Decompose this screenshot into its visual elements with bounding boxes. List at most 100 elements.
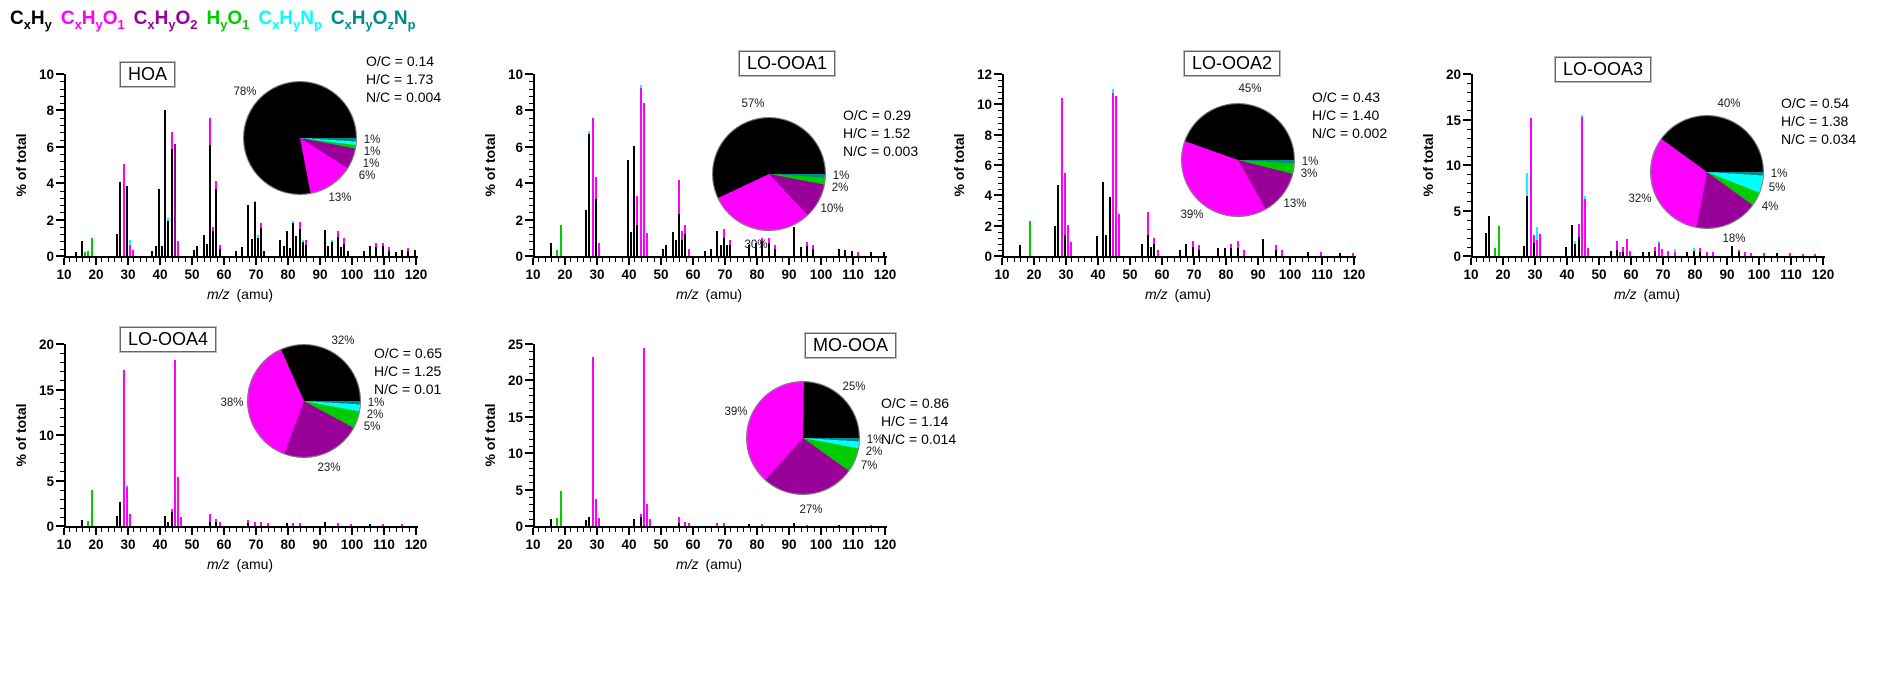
spectrum-bar xyxy=(407,250,410,256)
spectrum-bar xyxy=(1705,251,1708,256)
x-minor-tick xyxy=(1591,258,1593,262)
y-tick-label: 10 xyxy=(507,446,523,462)
spectrum-bar xyxy=(151,250,154,256)
spectrum-bar xyxy=(164,516,167,526)
x-minor-tick xyxy=(306,528,308,532)
hc-ratio: H/C = 1.40 xyxy=(1312,107,1380,124)
y-tick-label: 0 xyxy=(46,519,54,534)
spectrum-bar xyxy=(726,245,728,256)
x-minor-tick xyxy=(229,528,231,532)
x-minor-tick xyxy=(730,528,732,532)
y-minor-tick xyxy=(60,371,64,373)
spectrum-bar xyxy=(173,144,176,256)
spectrum-bar xyxy=(381,524,384,526)
spectrum-bar xyxy=(1111,88,1114,93)
x-tick-label: 50 xyxy=(184,537,200,552)
spectrum-bar xyxy=(196,246,199,256)
y-minor-tick xyxy=(60,444,64,446)
panel-LO-OOA2: 0 2 4 6 8 10 12 10 20 30 40 50 60 70 80 90 100 110 120 % of… xyxy=(946,48,1415,316)
x-major-tick xyxy=(884,528,886,535)
x-minor-tick xyxy=(88,528,90,532)
x-major-tick xyxy=(564,258,566,265)
x-major-tick xyxy=(1193,258,1195,265)
spectrum-bar xyxy=(598,243,600,256)
x-tick-label: 40 xyxy=(1559,267,1575,282)
spectrum-bar xyxy=(1339,253,1341,256)
x-major-tick xyxy=(724,258,726,265)
x-minor-tick xyxy=(1212,258,1214,262)
spectrum-bar xyxy=(1028,221,1031,256)
x-minor-tick xyxy=(1058,258,1060,262)
spectrum-bar xyxy=(1667,250,1670,256)
x-major-tick xyxy=(191,528,193,535)
x-minor-tick xyxy=(395,258,397,262)
x-minor-tick xyxy=(408,258,410,262)
pie-slice-label: 1% xyxy=(363,134,381,146)
x-major-tick xyxy=(1566,258,1568,265)
x-tick-label: 90 xyxy=(1250,267,1266,282)
panel-title: MO-OOA xyxy=(804,332,897,359)
spectrum-bar xyxy=(1648,252,1650,256)
panel-row-2: 0 5 10 15 20 10 20 30 40 50 60 70 80 90 100 110 120% of … xyxy=(8,318,956,586)
x-minor-tick xyxy=(717,258,719,262)
y-tick-label: 2 xyxy=(984,218,992,234)
x-minor-tick xyxy=(551,528,553,532)
spectrum-bar xyxy=(1532,235,1535,244)
x-minor-tick xyxy=(229,258,231,262)
spectrum-bar xyxy=(1744,252,1746,256)
spectrum-bar xyxy=(761,237,764,242)
x-minor-tick xyxy=(621,528,623,532)
spectrum-bar xyxy=(1262,239,1265,256)
x-minor-tick xyxy=(1642,258,1644,262)
y-major-tick xyxy=(1463,164,1471,166)
y-minor-tick xyxy=(60,489,64,491)
pie-chart xyxy=(244,82,356,194)
spectrum-bar xyxy=(1147,212,1149,235)
hc-ratio: H/C = 1.52 xyxy=(843,125,911,142)
y-minor-tick xyxy=(60,154,64,156)
elemental-ratios: O/C = 0.54 H/C = 1.38 N/C = 0.034 xyxy=(1781,94,1856,149)
y-minor-tick xyxy=(529,175,533,177)
x-minor-tick xyxy=(653,258,655,262)
spectrum-bar xyxy=(164,109,167,256)
spectrum-bar xyxy=(177,476,179,526)
x-minor-tick xyxy=(274,258,276,262)
spectrum-bar xyxy=(116,234,119,256)
spectrum-bar xyxy=(678,517,680,524)
x-minor-tick xyxy=(1636,258,1638,262)
spectrum-bar xyxy=(215,522,218,526)
x-tick-label: 20 xyxy=(1495,267,1511,282)
legend-item-3: CxHyO2 xyxy=(133,8,198,32)
y-minor-tick xyxy=(529,460,533,462)
spectrum-bar xyxy=(559,225,562,256)
spectrum-bar xyxy=(729,245,732,256)
spectrum-bar xyxy=(636,225,639,256)
y-minor-tick xyxy=(998,171,1002,173)
panel-HOA: 0 2 4 6 8 10 10 20 30 40 50 60 70 80 90 100 110 120 % of t… xyxy=(8,48,477,316)
spectrum-bar xyxy=(1060,98,1063,256)
x-major-tick xyxy=(63,528,65,535)
x-tick-label: 80 xyxy=(749,537,765,552)
x-minor-tick xyxy=(216,258,218,262)
y-major-tick xyxy=(525,379,533,382)
y-minor-tick xyxy=(998,152,1002,154)
spectrum-bar xyxy=(761,523,764,526)
x-minor-tick xyxy=(800,258,802,262)
x-minor-tick xyxy=(557,258,559,262)
x-minor-tick xyxy=(576,258,578,262)
y-minor-tick xyxy=(529,154,533,156)
x-tick-label: 80 xyxy=(280,537,296,552)
spectrum-bar xyxy=(253,521,256,526)
spectrum-bar xyxy=(1111,93,1114,256)
spectrum-bar xyxy=(588,516,591,526)
pie-slice-label: 3% xyxy=(1300,168,1318,180)
x-tick-label: 70 xyxy=(1186,267,1202,282)
spectrum-bar xyxy=(729,239,732,246)
spectrum-bar xyxy=(202,235,205,256)
spectrum-bar xyxy=(1737,249,1740,253)
x-minor-tick xyxy=(1649,258,1651,262)
spectrum-bar xyxy=(381,243,384,246)
spectrum-bar xyxy=(1654,246,1657,251)
x-tick-label: 120 xyxy=(873,537,897,552)
y-minor-tick xyxy=(529,139,533,141)
